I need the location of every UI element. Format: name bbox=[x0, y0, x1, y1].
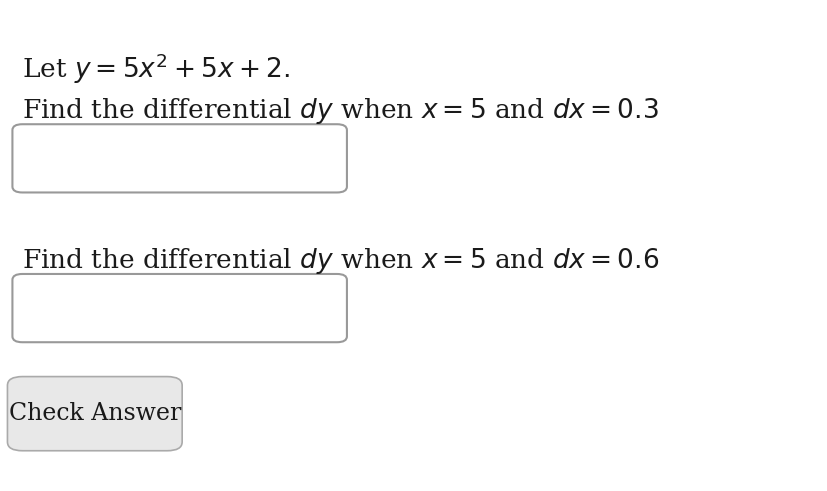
FancyBboxPatch shape bbox=[12, 274, 347, 342]
FancyBboxPatch shape bbox=[7, 377, 182, 451]
Text: Check Answer: Check Answer bbox=[8, 402, 181, 425]
Text: Find the differential $dy$ when $x = 5$ and $dx = 0.6$: Find the differential $dy$ when $x = 5$ … bbox=[22, 246, 659, 275]
Text: Find the differential $dy$ when $x = 5$ and $dx = 0.3$: Find the differential $dy$ when $x = 5$ … bbox=[22, 96, 658, 126]
FancyBboxPatch shape bbox=[12, 124, 347, 192]
Text: Let $y = 5x^2 + 5x + 2.$: Let $y = 5x^2 + 5x + 2.$ bbox=[22, 52, 289, 86]
